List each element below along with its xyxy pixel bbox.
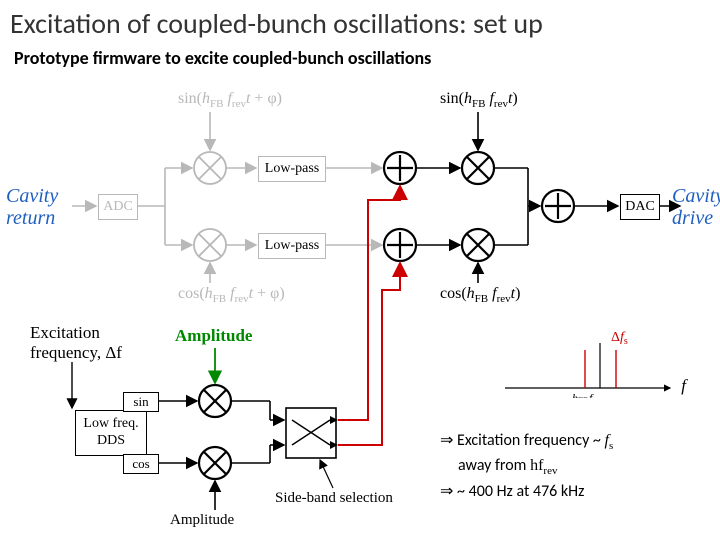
svg-text:Δfs: Δfs	[611, 330, 628, 347]
label-cos: cos(hFB frevt)	[440, 285, 520, 305]
adc-block: ADC	[98, 194, 138, 220]
label-cos-phi: cos(hFB frevt + φ)	[178, 285, 285, 305]
page-subtitle: Prototype firmware to excite coupled-bun…	[0, 43, 720, 77]
label-cavity-return: Cavityreturn	[6, 185, 58, 229]
dac-block: DAC	[620, 194, 660, 220]
axis-f-label: f	[681, 376, 686, 396]
label-amplitude-top: Amplitude	[175, 326, 252, 346]
label-sin: sin(hFB frevt)	[440, 90, 518, 110]
label-cavity-drive: Cavitydrive	[672, 185, 720, 229]
svg-text:hFBfrev: hFBfrev	[572, 391, 604, 398]
label-sin-phi: sin(hFB frevt + φ)	[178, 90, 282, 110]
page-title: Excitation of coupled-bunch oscillations…	[0, 0, 720, 43]
label-sideband: Side-band selection	[275, 490, 393, 507]
lowpass-bot: Low-pass	[258, 233, 326, 259]
cos-block: cos	[123, 454, 159, 474]
notes: ⇒ Excitation frequency ~ fs away from hf…	[440, 430, 710, 505]
lowpass-top: Low-pass	[258, 156, 326, 182]
lowfreq-dds-block: Low freq. DDS	[75, 410, 147, 456]
label-amplitude-bottom: Amplitude	[170, 512, 234, 529]
label-excitation-freq: Excitationfrequency, Δf	[30, 323, 122, 363]
sin-block: sin	[123, 392, 159, 412]
freq-axis: Δfs hFBfrev f	[500, 328, 680, 398]
